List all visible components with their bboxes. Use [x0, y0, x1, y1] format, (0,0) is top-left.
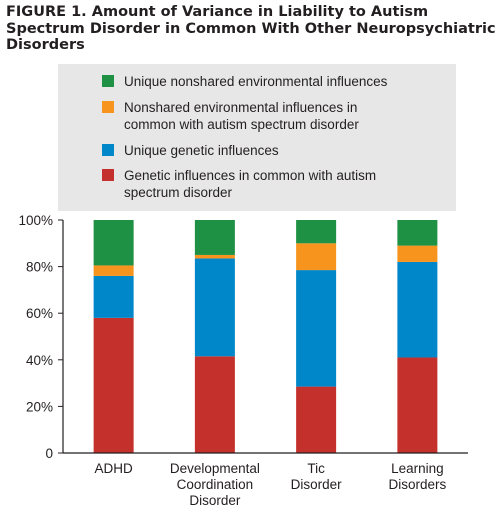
x-tick-label: Coordination [177, 477, 254, 492]
x-tick-label: Tic [307, 461, 325, 476]
legend-label: Unique genetic influences [124, 143, 279, 158]
legend-swatch-blue [102, 144, 114, 156]
x-tick-label: Disorder [189, 493, 241, 508]
y-tick-label: 20% [26, 399, 53, 414]
bar-segment [296, 270, 337, 387]
x-tick-label: Disorders [388, 477, 446, 492]
bar-segment [296, 243, 337, 271]
bar-segment [93, 275, 134, 318]
x-tick-label: Disorder [291, 477, 343, 492]
bar-segment [296, 220, 337, 244]
bar-segment [194, 356, 235, 453]
legend-swatch-red [102, 169, 114, 181]
y-tick-label: 80% [26, 260, 53, 275]
x-tick-label: Developmental [170, 461, 260, 476]
x-tick-label: Learning [391, 461, 444, 476]
bar-segment [194, 254, 235, 259]
legend-swatch-orange [102, 101, 114, 113]
bar-segment [93, 317, 134, 453]
legend-label: Unique nonshared environmental influence… [124, 74, 388, 89]
legend: Unique nonshared environmental influence… [58, 64, 456, 211]
x-tick-label: ADHD [94, 461, 133, 476]
bar-segment [397, 261, 438, 358]
bar-segment [397, 220, 438, 246]
bar-segment [194, 258, 235, 357]
y-tick-label: 100% [18, 213, 53, 228]
bar-segment [397, 245, 438, 262]
bar-segment [296, 386, 337, 453]
bar-segment [93, 220, 134, 266]
bar-segment [397, 357, 438, 453]
y-tick-label: 0 [45, 446, 53, 461]
legend-swatch-green [102, 75, 114, 87]
legend-label: Genetic influences in common with autism… [124, 168, 377, 200]
y-tick-label: 60% [26, 306, 53, 321]
legend-label: Nonshared environmental influences in co… [124, 100, 359, 132]
bar-segment [93, 265, 134, 276]
y-tick-label: 40% [26, 353, 53, 368]
bar-segment [194, 220, 235, 255]
figure-title: FIGURE 1. Amount of Variance in Liabilit… [6, 4, 496, 53]
